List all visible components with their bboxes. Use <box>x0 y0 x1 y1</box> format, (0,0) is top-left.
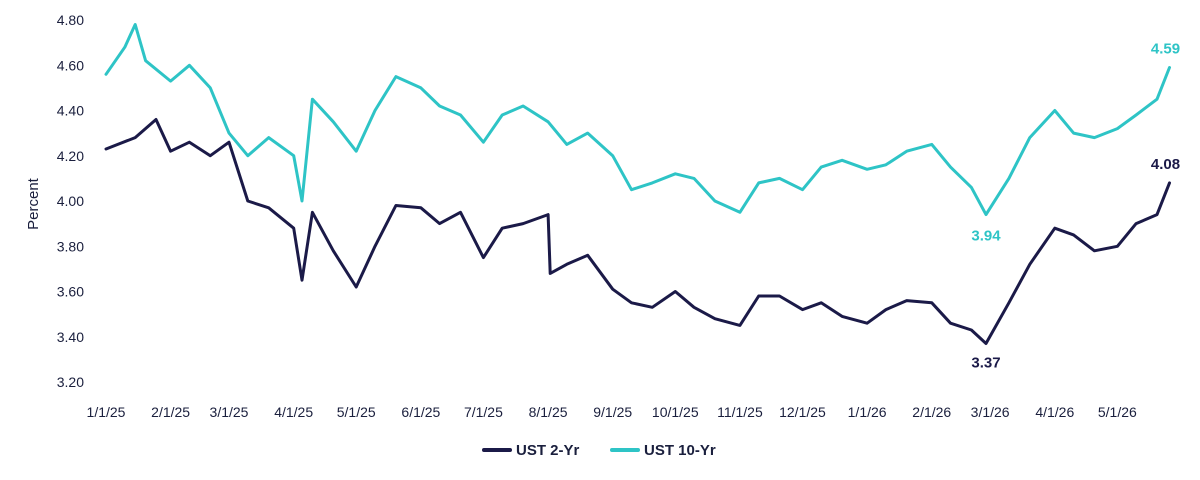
x-tick-label: 9/1/25 <box>593 404 632 420</box>
x-axis-ticks: 1/1/25 2/1/25 3/1/25 4/1/25 5/1/25 6/1/25 7/1/… <box>87 404 1137 420</box>
legend-label: UST 2-Yr <box>516 442 580 459</box>
value-annotation: 3.37 <box>971 355 1000 372</box>
series-lines <box>104 23 1171 345</box>
y-axis-label-group: Percent <box>25 177 42 230</box>
x-tick-label: 12/1/25 <box>779 404 826 420</box>
x-tick-label: 10/1/25 <box>652 404 699 420</box>
y-tick-label: 4.60 <box>57 57 84 73</box>
y-axis-title: Percent <box>25 177 42 230</box>
value-annotation: 3.94 <box>971 228 1001 245</box>
x-tick-label: 5/1/25 <box>337 404 376 420</box>
y-tick-label: 4.00 <box>57 193 84 209</box>
y-tick-label: 4.80 <box>57 12 84 28</box>
y-tick-label: 3.20 <box>57 374 84 390</box>
series-line-ust-2-yr <box>104 118 1171 345</box>
x-tick-label: 6/1/25 <box>401 404 440 420</box>
value-annotation: 4.08 <box>1151 156 1180 173</box>
x-tick-label: 1/1/25 <box>87 404 126 420</box>
x-tick-label: 11/1/25 <box>717 404 763 420</box>
legend-label: UST 10-Yr <box>644 442 716 459</box>
y-tick-label: 3.80 <box>57 238 84 254</box>
y-tick-label: 4.20 <box>57 148 84 164</box>
x-tick-label: 4/1/26 <box>1035 404 1074 420</box>
x-tick-label: 7/1/25 <box>464 404 503 420</box>
x-tick-label: 1/1/26 <box>848 404 887 420</box>
series-line-ust-10-yr <box>104 23 1171 217</box>
x-tick-label: 2/1/26 <box>912 404 951 420</box>
x-tick-label: 2/1/25 <box>151 404 190 420</box>
y-tick-label: 3.40 <box>57 329 84 345</box>
x-tick-label: 4/1/25 <box>274 404 313 420</box>
x-tick-label: 5/1/26 <box>1098 404 1137 420</box>
value-annotations: 4.59 4.08 3.94 3.37 <box>971 41 1180 372</box>
legend: UST 2-Yr UST 10-Yr <box>482 442 716 459</box>
y-axis-ticks: 3.20 3.40 3.60 3.80 4.00 4.20 4.40 4.60 4.80 <box>57 12 84 390</box>
x-tick-label: 3/1/26 <box>971 404 1010 420</box>
x-tick-label: 8/1/25 <box>529 404 568 420</box>
y-tick-label: 3.60 <box>57 284 84 300</box>
value-annotation: 4.59 <box>1151 41 1180 58</box>
y-tick-label: 4.40 <box>57 103 84 119</box>
x-tick-label: 3/1/25 <box>210 404 249 420</box>
